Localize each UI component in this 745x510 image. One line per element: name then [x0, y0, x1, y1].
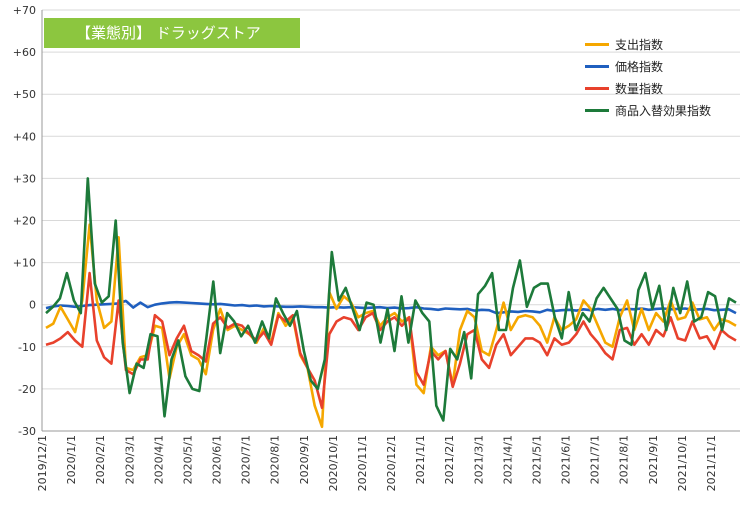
series-lines	[45, 177, 737, 429]
legend-swatch-spending	[585, 42, 609, 46]
x-tick-label: 2020/10/1	[327, 435, 340, 491]
y-tick-label: +60	[13, 46, 36, 59]
legend-swatch-quantity	[585, 86, 609, 90]
x-tick-label: 2021/5/1	[530, 435, 543, 484]
series-line-3	[45, 177, 737, 422]
legend-label-price: 価格指数	[615, 59, 664, 74]
series-line-1	[45, 299, 737, 315]
y-tick-label: -10	[18, 341, 36, 354]
legend-item-price: 価格指数	[585, 55, 711, 77]
y-tick-label: -30	[18, 425, 36, 438]
x-tick-label: 2020/12/1	[385, 435, 398, 491]
x-tick-label: 2020/11/1	[356, 435, 369, 491]
x-tick-label: 2020/6/1	[211, 435, 224, 484]
x-tick-label: 2020/1/1	[65, 435, 78, 484]
x-tick-label: 2021/1/1	[414, 435, 427, 484]
x-tick-label: 2021/10/1	[676, 435, 689, 491]
legend-label-product-replacement: 商品入替効果指数	[615, 103, 712, 118]
series-line-0	[45, 223, 737, 429]
legend-label-spending: 支出指数	[615, 37, 664, 52]
x-tick-label: 2020/2/1	[94, 435, 107, 484]
x-tick-label: 2021/7/1	[589, 435, 602, 484]
x-tick-label: 2020/3/1	[123, 435, 136, 484]
x-tick-label: 2021/4/1	[501, 435, 514, 484]
y-tick-label: 0	[29, 299, 36, 312]
x-axis-tick-labels: 2019/12/1 2020/1/1 2020/2/1 2020/3/1 2020/4/…	[36, 435, 718, 491]
legend-item-quantity: 数量指数	[585, 77, 711, 99]
y-tick-label: +50	[13, 88, 36, 101]
y-tick-label: -20	[18, 383, 36, 396]
x-tick-label: 2020/4/1	[152, 435, 165, 484]
x-tick-label: 2021/8/1	[618, 435, 631, 484]
x-tick-label: 2020/7/1	[240, 435, 253, 484]
legend-swatch-price	[585, 64, 609, 68]
y-tick-label: +30	[13, 172, 36, 185]
x-tick-label: 2020/5/1	[181, 435, 194, 484]
y-tick-label: +10	[13, 257, 36, 270]
legend-item-spending: 支出指数	[585, 33, 711, 55]
x-tick-label: 2019/12/1	[36, 435, 49, 491]
y-axis-tick-labels: +70 +60 +50 +40 +30 +20 +10 0 -10 -20 -30	[13, 4, 36, 438]
x-tick-label: 2021/2/1	[443, 435, 456, 484]
x-tick-label: 2021/11/1	[705, 435, 718, 491]
y-tick-label: +20	[13, 215, 36, 228]
x-tick-label: 2021/9/1	[647, 435, 660, 484]
x-tick-label: 2021/6/1	[560, 435, 573, 484]
y-tick-label: +40	[13, 130, 36, 143]
legend-item-product-replacement: 商品入替効果指数	[585, 99, 711, 121]
legend: 支出指数 価格指数 数量指数 商品入替効果指数	[585, 33, 711, 121]
x-tick-label: 2020/9/1	[298, 435, 311, 484]
legend-swatch-product-replacement	[585, 108, 609, 112]
legend-label-quantity: 数量指数	[615, 81, 664, 96]
x-tick-label: 2020/8/1	[269, 435, 282, 484]
x-tick-label: 2021/3/1	[472, 435, 485, 484]
chart-title: 【業態別】 ドラッグストア	[44, 18, 300, 48]
y-tick-label: +70	[13, 4, 36, 17]
